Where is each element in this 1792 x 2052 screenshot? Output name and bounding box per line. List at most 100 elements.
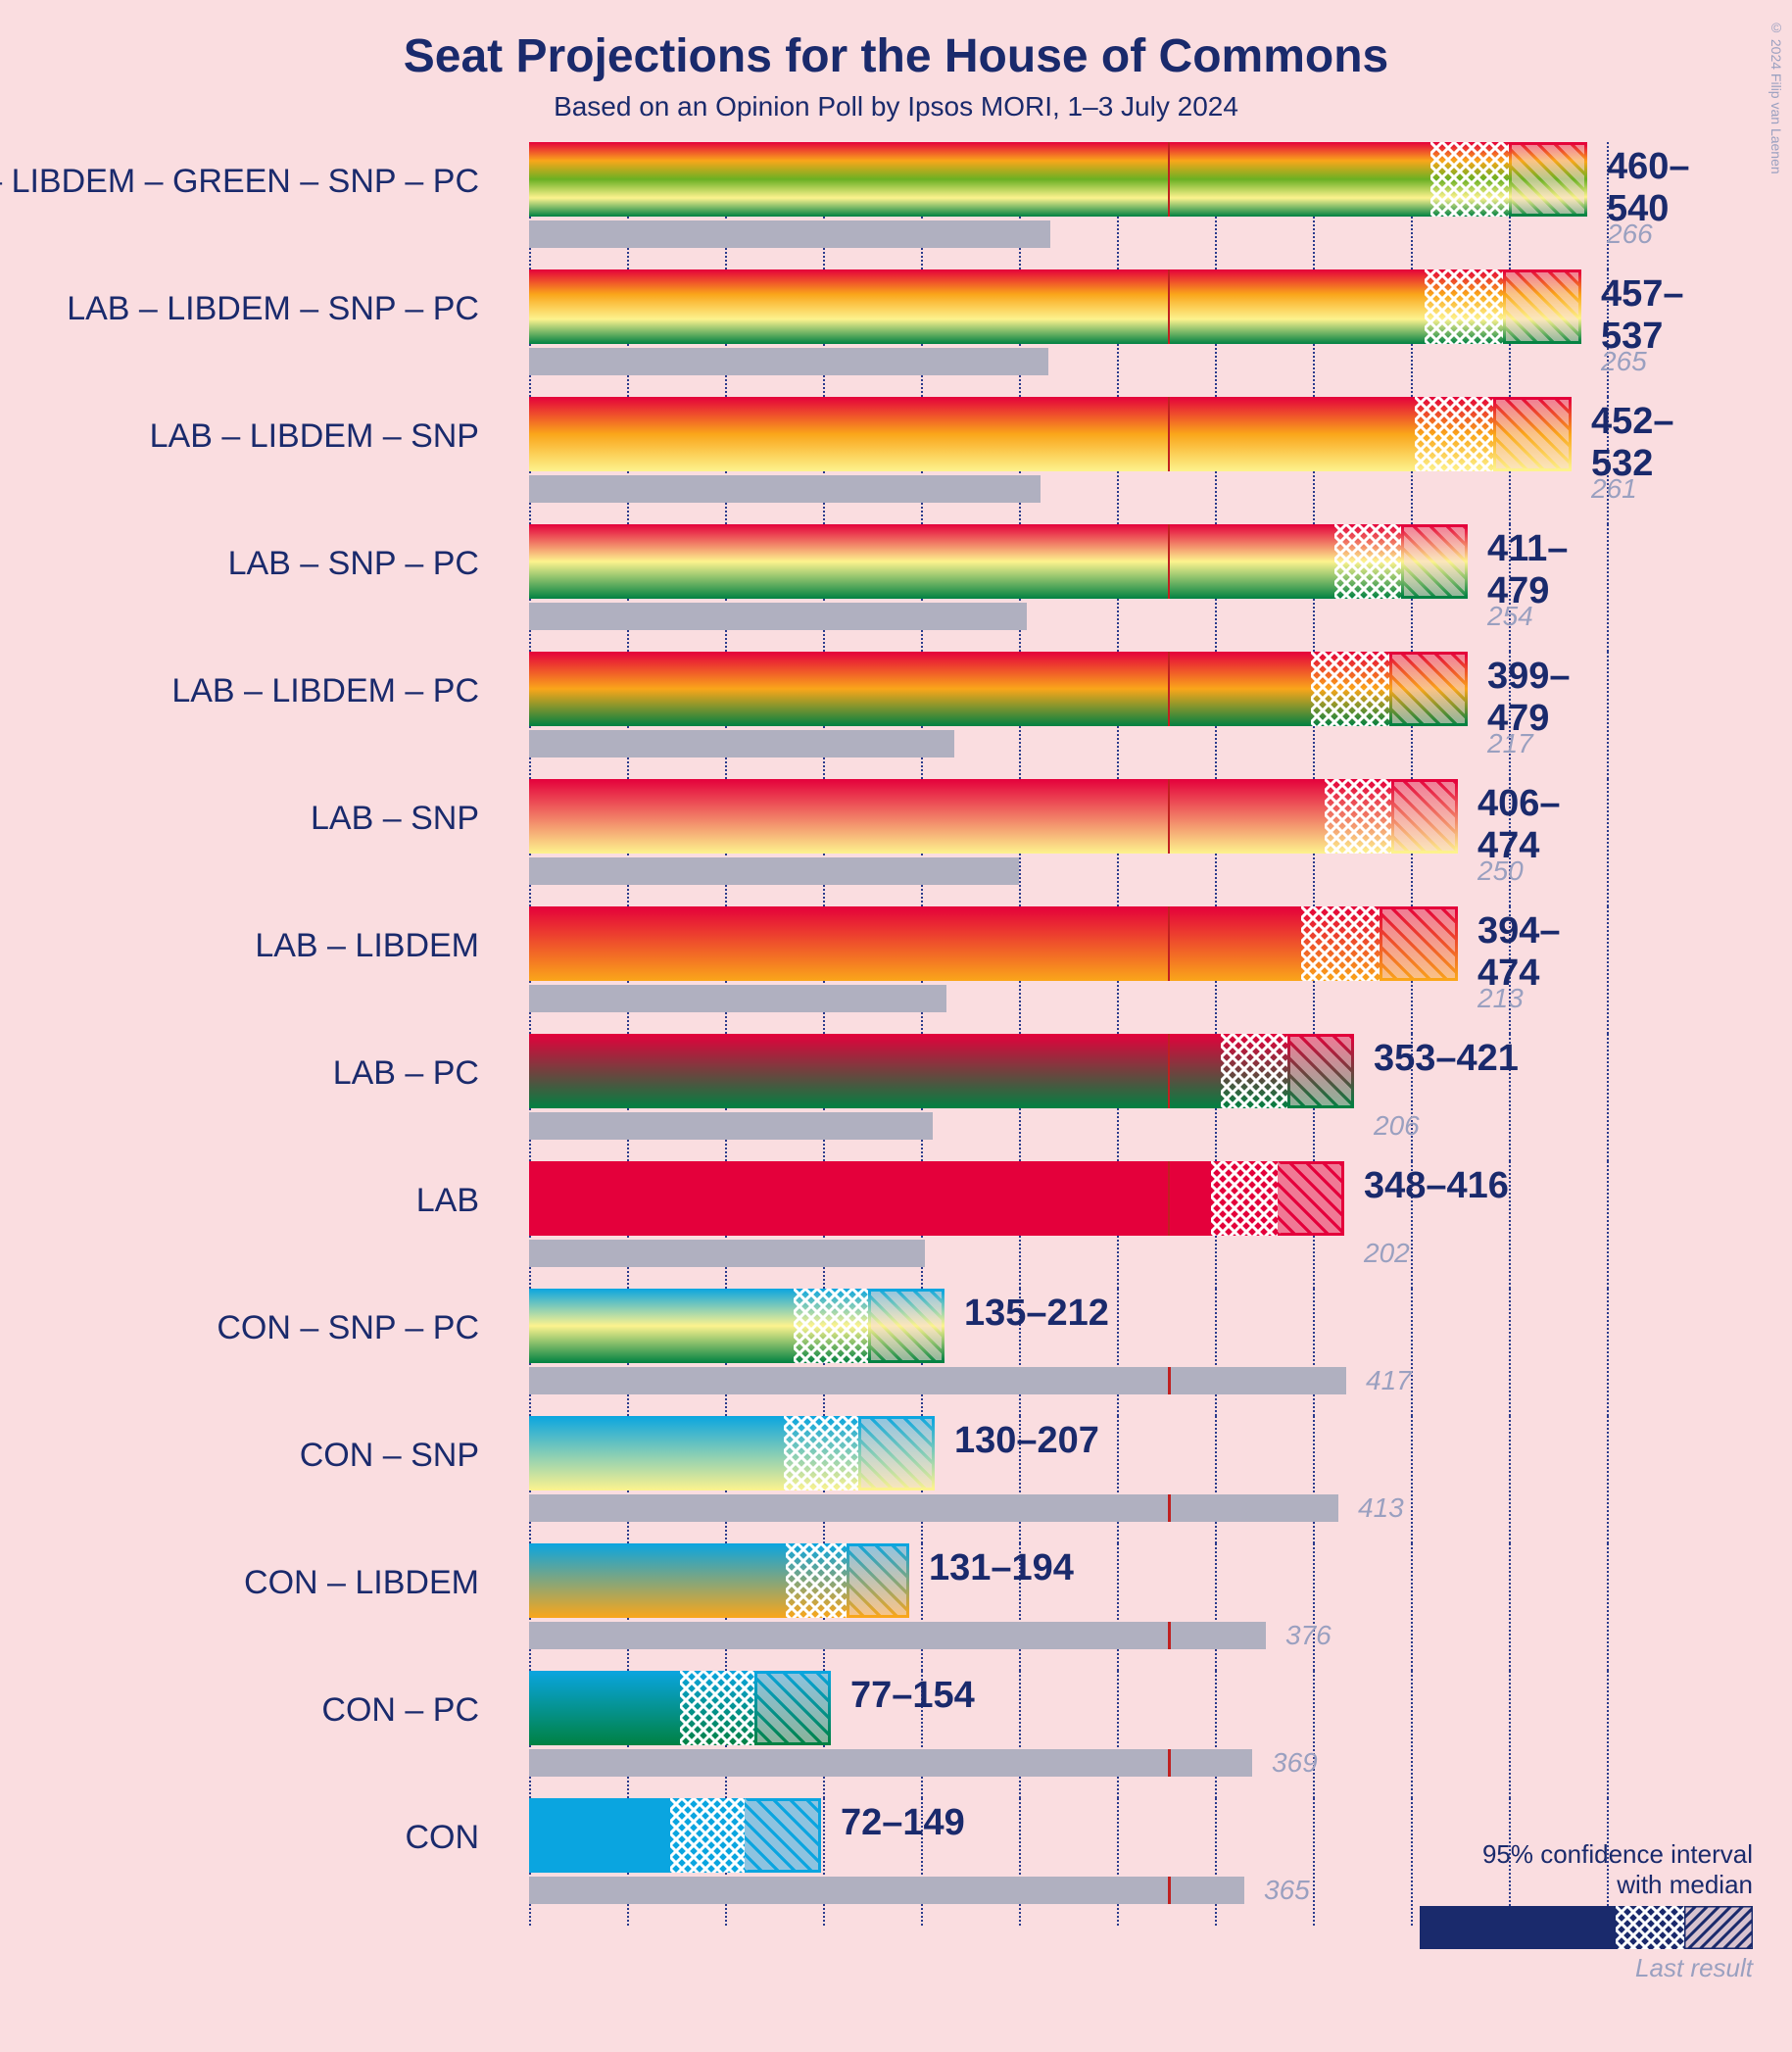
projection-bar-ci-upper xyxy=(1391,779,1458,854)
gridline xyxy=(1607,1543,1609,1671)
row-label: LAB – LIBDEM – SNP – PC xyxy=(67,269,479,348)
range-label: 77–154 xyxy=(850,1675,975,1717)
chart-row: LAB – LIBDEM 394–474213 xyxy=(39,906,1792,1034)
projection-bar-solid xyxy=(529,652,1311,726)
chart-row: LAB – PC 353–421206 xyxy=(39,1034,1792,1161)
gridline xyxy=(1607,652,1609,779)
gridline xyxy=(1607,1289,1609,1416)
last-result-label: 365 xyxy=(1264,1875,1310,1906)
legend-last-text: Last result xyxy=(1420,1953,1753,1983)
last-result-label: 265 xyxy=(1601,346,1647,377)
gridline xyxy=(1411,1798,1413,1926)
projection-bar-solid xyxy=(529,142,1430,217)
chart-row: LAB – LIBDEM – SNP 452–532261 xyxy=(39,397,1792,524)
last-result-bar xyxy=(529,1240,925,1267)
projection-bar-solid xyxy=(529,269,1425,344)
projection-bar-ci-upper xyxy=(868,1289,944,1363)
gridline xyxy=(1215,1289,1217,1416)
row-label: LAB xyxy=(416,1161,479,1240)
majority-marker-main xyxy=(1168,142,1170,217)
projection-bar-ci-upper xyxy=(745,1798,821,1873)
legend-ci-bar xyxy=(1420,1906,1753,1949)
chart-row: CON – LIBDEM 131–194376 xyxy=(39,1543,1792,1671)
bar-track: 131–194376 xyxy=(529,1543,1607,1671)
majority-marker-main xyxy=(1168,524,1170,599)
projection-bar-ci-upper xyxy=(847,1543,909,1618)
gridline xyxy=(1313,1671,1315,1798)
row-label: LAB – PC xyxy=(333,1034,479,1112)
projection-bar-ci-lower xyxy=(1211,1161,1278,1236)
projection-bar-solid xyxy=(529,1543,786,1618)
gridline xyxy=(1607,1671,1609,1798)
gridline xyxy=(1607,524,1609,652)
last-result-bar xyxy=(529,475,1041,503)
majority-marker-main xyxy=(1168,779,1170,854)
projection-bar-ci-upper xyxy=(754,1671,831,1745)
majority-marker-last xyxy=(1168,1877,1171,1904)
row-label: CON – SNP xyxy=(300,1416,479,1494)
gridline xyxy=(1117,1416,1119,1543)
projection-bar-solid xyxy=(529,906,1301,981)
last-result-label: 369 xyxy=(1272,1747,1318,1779)
gridline xyxy=(1509,1416,1511,1543)
projection-bar-ci-lower xyxy=(1325,779,1391,854)
majority-marker-main xyxy=(1168,269,1170,344)
last-result-label: 413 xyxy=(1358,1492,1404,1524)
gridline xyxy=(1117,1289,1119,1416)
range-label: 348–416 xyxy=(1364,1165,1509,1207)
projection-bar-ci-lower xyxy=(1415,397,1493,471)
projection-bar-ci-lower xyxy=(1311,652,1389,726)
last-result-bar xyxy=(529,348,1048,375)
bar-track: 394–474213 xyxy=(529,906,1607,1034)
bar-track: 77–154 369 xyxy=(529,1671,1607,1798)
chart-row: LAB – SNP – PC 411–479254 xyxy=(39,524,1792,652)
gridline xyxy=(1313,1798,1315,1926)
last-result-label: 376 xyxy=(1285,1620,1332,1651)
gridline xyxy=(1607,906,1609,1034)
gridline xyxy=(1019,1798,1021,1926)
bar-track: 135–212417 xyxy=(529,1289,1607,1416)
projection-bar-ci-lower xyxy=(1334,524,1401,599)
majority-marker-main xyxy=(1168,1161,1170,1236)
projection-bar-solid xyxy=(529,1416,784,1490)
gridline xyxy=(1411,1671,1413,1798)
last-result-label: 206 xyxy=(1374,1110,1420,1142)
gridline xyxy=(1215,1416,1217,1543)
bar-track: 399–479217 xyxy=(529,652,1607,779)
row-label: CON – LIBDEM xyxy=(244,1543,479,1622)
legend: 95% confidence intervalwith median Last … xyxy=(1420,1839,1753,1983)
projection-bar-solid xyxy=(529,1034,1221,1108)
range-label: 72–149 xyxy=(841,1802,965,1844)
chart-row: CON – SNP 130–207 413 xyxy=(39,1416,1792,1543)
last-result-bar xyxy=(529,603,1027,630)
majority-marker-main xyxy=(1168,652,1170,726)
row-label: LAB – SNP xyxy=(311,779,479,857)
projection-bar-ci-upper xyxy=(1287,1034,1354,1108)
gridline xyxy=(1215,1671,1217,1798)
legend-ci-text: 95% confidence intervalwith median xyxy=(1420,1839,1753,1900)
majority-marker-last xyxy=(1168,1367,1171,1394)
chart-row: LAB – LIBDEM – GREEN – SNP – PC 460–5402… xyxy=(39,142,1792,269)
row-label: CON – SNP – PC xyxy=(217,1289,479,1367)
gridline xyxy=(1509,1671,1511,1798)
projection-bar-solid xyxy=(529,1289,794,1363)
last-result-label: 213 xyxy=(1477,983,1524,1014)
gridline xyxy=(823,1798,825,1926)
gridline xyxy=(1607,1034,1609,1161)
projection-bar-ci-lower xyxy=(1301,906,1380,981)
gridline xyxy=(1411,1543,1413,1671)
last-result-label: 266 xyxy=(1607,219,1653,250)
projection-bar-solid xyxy=(529,1161,1211,1236)
projection-bar-ci-upper xyxy=(1278,1161,1344,1236)
bar-track: 406–474250 xyxy=(529,779,1607,906)
last-result-bar xyxy=(529,1877,1244,1904)
chart-row: CON – SNP – PC 135–212417 xyxy=(39,1289,1792,1416)
row-label: LAB – LIBDEM xyxy=(255,906,479,985)
range-label: 130–207 xyxy=(954,1420,1099,1462)
gridline xyxy=(1215,1798,1217,1926)
row-label: LAB – LIBDEM – SNP xyxy=(150,397,479,475)
bar-track: 411–479254 xyxy=(529,524,1607,652)
last-result-label: 261 xyxy=(1591,473,1637,505)
gridline xyxy=(1411,1416,1413,1543)
gridline xyxy=(1313,1416,1315,1543)
